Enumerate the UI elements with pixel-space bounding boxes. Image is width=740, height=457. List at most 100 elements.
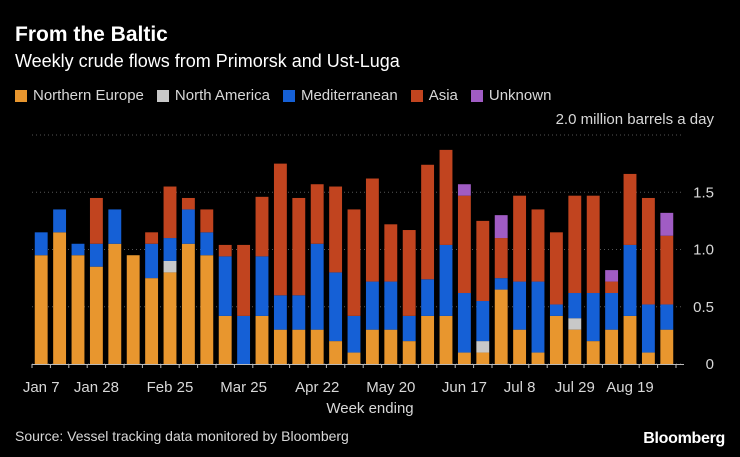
legend-label-asia: Asia	[428, 87, 458, 104]
bar-asia-19	[384, 224, 398, 282]
bar-northern-europe-0	[34, 255, 48, 364]
bar-northern-europe-24	[476, 352, 490, 364]
x-tick-label: Apr 22	[295, 379, 339, 396]
bar-northern-europe-33	[641, 352, 655, 364]
x-tick-label: Jul 29	[555, 379, 595, 396]
x-tick-label: Jan 7	[23, 379, 60, 396]
bar-mediterranean-15	[310, 243, 324, 330]
bar-asia-16	[329, 186, 343, 273]
x-tick-label: Jun 17	[442, 379, 487, 396]
bar-asia-10	[218, 244, 232, 257]
bar-mediterranean-18	[365, 281, 379, 330]
bar-northern-europe-18	[365, 329, 379, 364]
bar-mediterranean-13	[273, 295, 287, 330]
bar-northern-europe-29	[568, 329, 582, 364]
x-tick-label: May 20	[366, 379, 415, 396]
bar-mediterranean-26	[513, 281, 527, 330]
bar-mediterranean-16	[329, 272, 343, 342]
bar-asia-17	[347, 209, 361, 316]
bar-mediterranean-19	[384, 281, 398, 330]
bar-asia-21	[421, 164, 435, 280]
bar-northern-europe-7	[163, 272, 177, 364]
bar-asia-27	[531, 209, 545, 282]
bar-mediterranean-7	[163, 238, 177, 261]
bar-northern-europe-12	[255, 315, 269, 364]
x-tick-label: Jan 28	[74, 379, 119, 396]
bar-asia-34	[660, 235, 674, 305]
bloomberg-logo: Bloomberg	[643, 430, 725, 447]
y-tick-label: 0.5	[693, 299, 714, 316]
bar-asia-3	[89, 197, 103, 244]
bar-mediterranean-21	[421, 279, 435, 316]
bar-northern-europe-5	[126, 255, 140, 364]
bar-mediterranean-24	[476, 301, 490, 342]
legend-item-unknown: Unknown	[470, 87, 552, 105]
bar-asia-29	[568, 195, 582, 294]
bar-mediterranean-20	[402, 315, 416, 342]
bar-asia-7	[163, 186, 177, 239]
bar-northern-europe-13	[273, 329, 287, 364]
y-tick-label: 0	[706, 356, 714, 373]
bar-northern-europe-22	[439, 315, 453, 364]
legend-item-northern-europe: Northern Europe	[15, 87, 144, 105]
bar-asia-24	[476, 220, 490, 302]
bar-mediterranean-34	[660, 304, 674, 330]
bar-mediterranean-8	[181, 209, 195, 244]
legend-swatch-unknown	[470, 90, 483, 102]
legend: Northern Europe North America Mediterran…	[15, 87, 564, 105]
x-tick-label: Aug 19	[606, 379, 654, 396]
bar-mediterranean-29	[568, 293, 582, 319]
bar-asia-31	[605, 281, 619, 294]
bar-northern-europe-28	[549, 315, 563, 364]
bar-mediterranean-25	[494, 278, 508, 290]
bar-asia-22	[439, 149, 453, 245]
bar-asia-23	[457, 195, 471, 294]
bar-northern-europe-21	[421, 315, 435, 364]
bar-asia-26	[513, 195, 527, 282]
bar-asia-12	[255, 196, 269, 257]
legend-label-unknown: Unknown	[488, 87, 552, 104]
bar-asia-9	[200, 209, 214, 233]
x-tick-label: Mar 25	[220, 379, 267, 396]
bar-northern-europe-20	[402, 341, 416, 364]
bar-northern-europe-15	[310, 329, 324, 364]
bar-north-america-24	[476, 341, 490, 353]
bar-north-america-29	[568, 318, 582, 330]
bar-unknown-31	[605, 270, 619, 282]
chart-title: From the Baltic	[15, 23, 168, 46]
bar-mediterranean-28	[549, 304, 563, 316]
bar-mediterranean-31	[605, 293, 619, 330]
bar-unknown-23	[457, 184, 471, 196]
bar-asia-14	[292, 197, 306, 296]
legend-swatch-mediterranean	[282, 90, 295, 102]
bar-mediterranean-10	[218, 256, 232, 316]
bar-mediterranean-33	[641, 304, 655, 353]
bar-unknown-34	[660, 212, 674, 236]
bar-north-america-7	[163, 260, 177, 273]
y-axis-unit-label: 2.0 million barrels a day	[555, 111, 714, 128]
bar-mediterranean-1	[53, 209, 67, 233]
bar-mediterranean-32	[623, 244, 637, 316]
bar-northern-europe-2	[71, 255, 85, 364]
bar-mediterranean-11	[237, 315, 251, 364]
legend-swatch-north-america	[156, 90, 169, 102]
legend-item-north-america: North America	[156, 87, 270, 105]
bar-mediterranean-22	[439, 244, 453, 316]
bar-mediterranean-30	[586, 293, 600, 342]
legend-label-north-america: North America	[174, 87, 270, 104]
bar-asia-11	[237, 244, 251, 316]
bar-asia-13	[273, 163, 287, 296]
bar-mediterranean-23	[457, 293, 471, 353]
bar-mediterranean-0	[34, 232, 48, 256]
chart-subtitle: Weekly crude flows from Primorsk and Ust…	[15, 51, 400, 71]
legend-swatch-northern-europe	[15, 90, 27, 102]
bar-northern-europe-25	[494, 289, 508, 364]
bar-asia-25	[494, 238, 508, 279]
bar-northern-europe-4	[108, 243, 122, 364]
bar-asia-33	[641, 197, 655, 305]
bar-northern-europe-16	[329, 341, 343, 364]
bar-mediterranean-4	[108, 209, 122, 244]
bar-mediterranean-27	[531, 281, 545, 353]
legend-label-mediterranean: Mediterranean	[300, 87, 398, 104]
